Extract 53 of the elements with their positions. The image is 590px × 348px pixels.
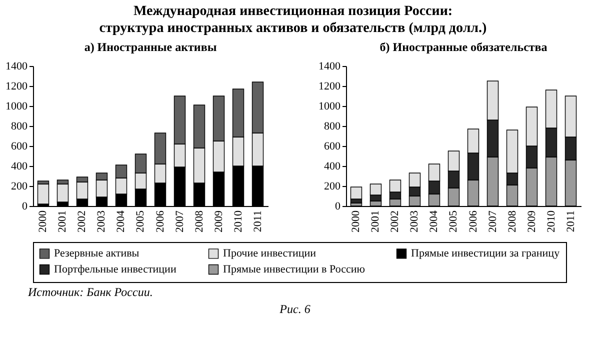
x-tick-label: 2009 [212,210,225,232]
x-tick-label: 2010 [545,210,558,232]
y-tick-label: 0 [335,200,341,212]
x-tick-label: 2004 [115,210,128,232]
legend-label: Прямые инвестиции в Россию [223,264,365,276]
x-tick-label: 2007 [486,210,499,232]
chart-title: Международная инвестиционная позиция России: структура иностранных активов и обязательств (млрд долл.) [99,4,488,36]
x-tick-label: 2001 [56,210,69,232]
y-tick-label: 400 [324,160,341,172]
x-tick-label: 2003 [408,210,421,232]
y-tick-label: 400 [11,160,28,172]
x-tick-label: 2005 [134,210,147,232]
legend-label: Резервные активы [54,248,140,260]
x-tick-label: 2010 [232,210,244,232]
y-tick-label: 200 [324,180,341,192]
x-tick-label: 2005 [448,210,460,232]
legend-label: Портфельные инвестиции [54,264,176,276]
y-tick-label: 1000 [6,100,28,112]
y-tick-label: 1400 [318,60,341,72]
x-tick-label: 2011 [252,210,264,232]
y-tick-label: 1400 [6,60,28,72]
y-tick-label: 0 [22,200,28,212]
x-tick-label: 2011 [564,210,577,232]
x-tick-label: 2000 [350,210,362,232]
x-tick-label: 2006 [154,210,166,232]
x-tick-label: 2006 [467,210,480,232]
x-tick-label: 2000 [37,210,50,232]
y-tick-label: 200 [11,180,28,192]
bar [350,186,362,200]
x-tick-label: 2003 [96,210,108,232]
bar [37,184,50,204]
legend-label: Прямые инвестиции за границу [411,248,560,260]
y-tick-label: 1000 [318,100,341,112]
x-tick-label: 2009 [526,210,538,232]
text: Источник: Банк России. [28,285,154,300]
text: Рис. 6 [278,302,312,317]
y-tick-label: 800 [11,120,28,132]
legend-label: Прочие инвестиции [223,248,316,260]
y-tick-label: 1200 [6,80,28,92]
y-tick-label: 1200 [318,80,341,92]
x-tick-label: 2007 [174,210,186,232]
chart-subtitle: а) Иностранные активы [84,40,218,54]
y-tick-label: 800 [324,120,341,132]
x-tick-label: 2008 [506,210,518,232]
y-tick-label: 600 [324,140,341,152]
x-tick-label: 2002 [76,210,88,232]
bar [56,184,69,202]
x-tick-label: 2004 [428,210,440,232]
x-tick-label: 2002 [389,210,402,232]
x-tick-label: 2001 [370,210,382,232]
y-tick-label: 600 [11,140,28,152]
chart-subtitle: б) Иностранные обязательства [380,40,548,54]
x-tick-label: 2008 [193,210,206,232]
